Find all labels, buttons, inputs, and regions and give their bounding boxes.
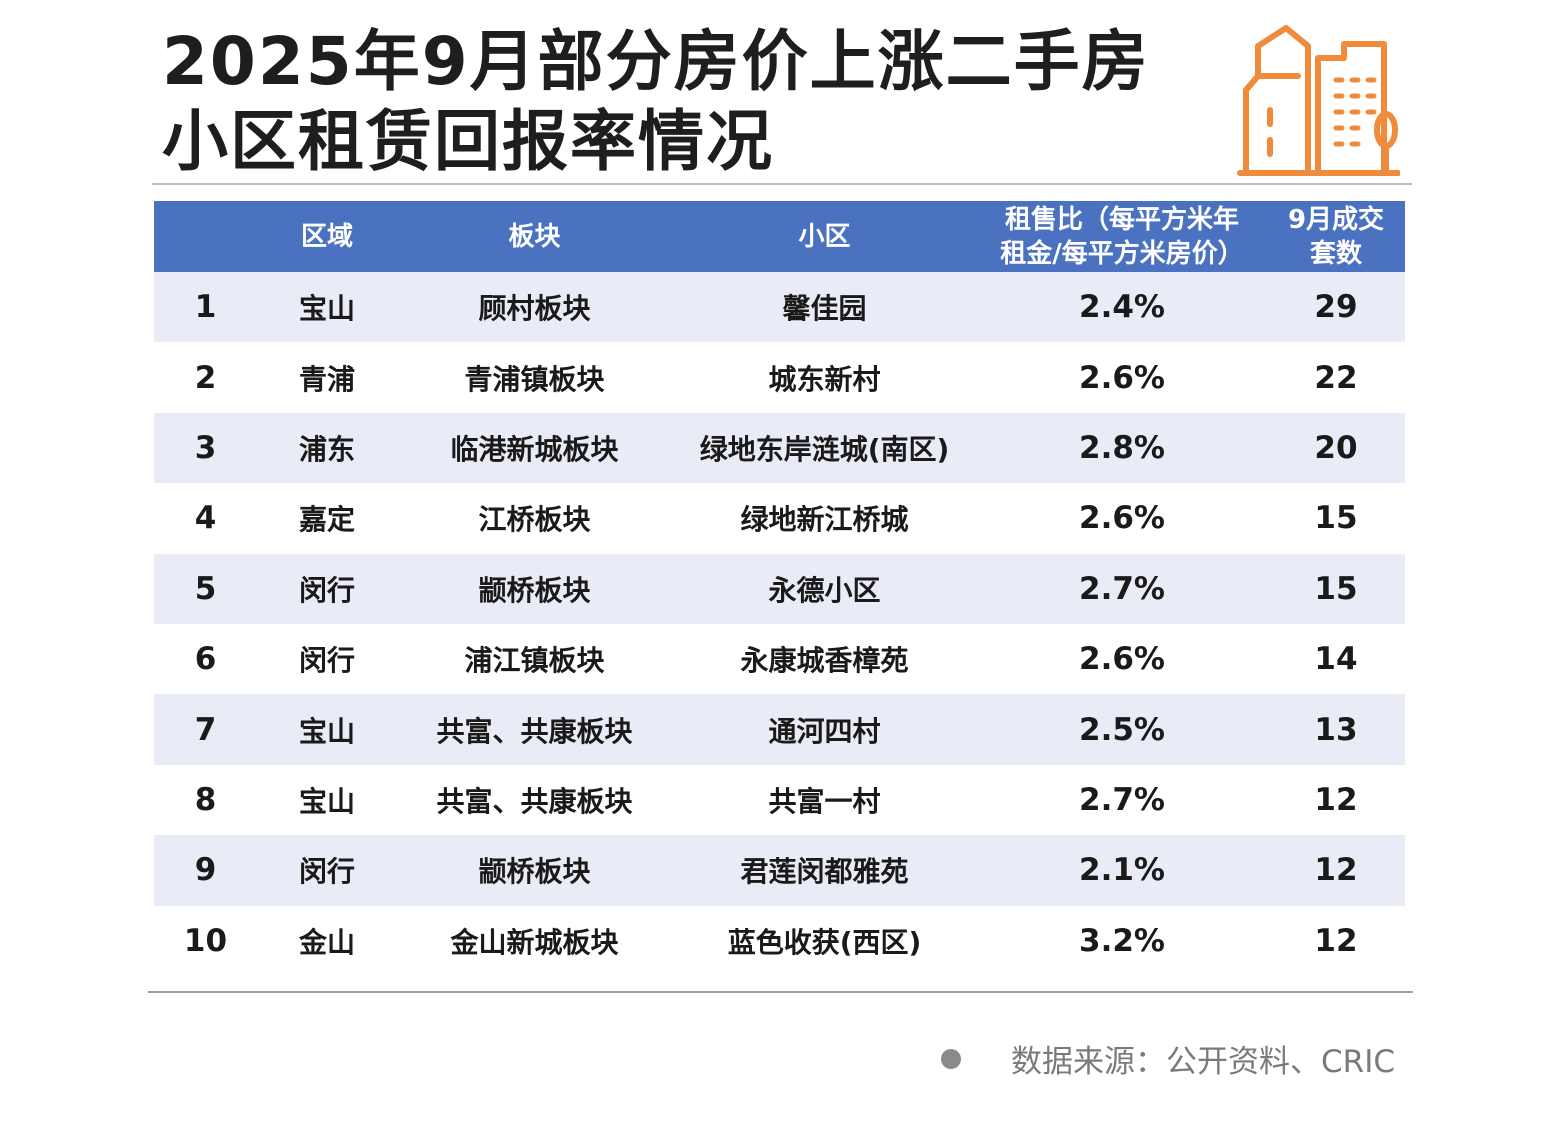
cell-sector: 临港新城板块	[397, 412, 672, 484]
cell-ratio: 2.7%	[977, 764, 1267, 836]
title-line-2: 小区租赁回报率情况	[162, 103, 774, 180]
header-deals-line-1: 9月成交	[1287, 204, 1385, 235]
header-rank	[154, 201, 257, 272]
cell-deals: 13	[1267, 694, 1405, 765]
cell-district: 闵行	[257, 623, 397, 695]
cell-community: 通河四村	[672, 694, 977, 765]
cell-rank: 3	[154, 412, 257, 484]
header-ratio: 租售比（每平方米年 租金/每平方米房价）	[977, 201, 1267, 272]
table-row: 3 浦东 临港新城板块 绿地东岸涟城(南区) 2.8% 20	[154, 412, 1405, 484]
cell-ratio: 2.5%	[977, 694, 1267, 765]
bottom-divider	[148, 991, 1413, 993]
cell-ratio: 2.1%	[977, 835, 1267, 906]
header-deals: 9月成交 套数	[1267, 201, 1405, 272]
cell-rank: 5	[154, 553, 257, 624]
cell-deals: 12	[1267, 764, 1405, 836]
cell-deals: 20	[1267, 412, 1405, 484]
cell-ratio: 3.2%	[977, 905, 1267, 976]
cell-ratio: 2.7%	[977, 553, 1267, 624]
cell-district: 宝山	[257, 272, 397, 343]
bullet-dot-icon	[941, 1048, 962, 1069]
table-header-row: 区域 板块 小区 租售比（每平方米年 租金/每平方米房价） 9月成交 套数	[154, 201, 1405, 272]
cell-rank: 4	[154, 483, 257, 554]
cell-sector: 颛桥板块	[397, 553, 672, 624]
header-ratio-line-2: 租金/每平方米房价）	[1000, 238, 1244, 269]
cell-deals: 12	[1267, 835, 1405, 906]
cell-sector: 共富、共康板块	[397, 694, 672, 765]
cell-sector: 顾村板块	[397, 272, 672, 343]
table-row: 2 青浦 青浦镇板块 城东新村 2.6% 22	[154, 342, 1405, 413]
cell-rank: 8	[154, 764, 257, 836]
cell-district: 宝山	[257, 764, 397, 836]
cell-sector: 共富、共康板块	[397, 764, 672, 836]
cell-deals: 12	[1267, 905, 1405, 976]
source-note: 数据来源：公开资料、CRIC	[941, 1036, 1395, 1081]
cell-deals: 14	[1267, 623, 1405, 695]
cell-sector: 江桥板块	[397, 483, 672, 554]
cell-rank: 7	[154, 694, 257, 765]
cell-community: 永德小区	[672, 553, 977, 624]
building-icon	[1237, 25, 1400, 176]
cell-ratio: 2.6%	[977, 623, 1267, 695]
cell-deals: 15	[1267, 483, 1405, 554]
cell-ratio: 2.6%	[977, 483, 1267, 554]
cell-rank: 9	[154, 835, 257, 906]
cell-district: 嘉定	[257, 483, 397, 554]
cell-district: 闵行	[257, 835, 397, 906]
header-deals-line-2: 套数	[1309, 238, 1362, 269]
cell-community: 蓝色收获(西区)	[672, 905, 977, 976]
cell-deals: 29	[1267, 272, 1405, 343]
cell-district: 宝山	[257, 694, 397, 765]
cell-district: 金山	[257, 905, 397, 976]
cell-community: 绿地新江桥城	[672, 483, 977, 554]
table-row: 8 宝山 共富、共康板块 共富一村 2.7% 12	[154, 764, 1405, 836]
table-row: 1 宝山 顾村板块 馨佳园 2.4% 29	[154, 272, 1405, 343]
page-title: 2025年9月部分房价上涨二手房 小区租赁回报率情况	[162, 22, 1222, 182]
table-row: 4 嘉定 江桥板块 绿地新江桥城 2.6% 15	[154, 483, 1405, 554]
cell-sector: 颛桥板块	[397, 835, 672, 906]
table-row: 7 宝山 共富、共康板块 通河四村 2.5% 13	[154, 694, 1405, 765]
cell-ratio: 2.4%	[977, 272, 1267, 343]
title-line-1: 2025年9月部分房价上涨二手房	[162, 23, 1150, 100]
cell-community: 永康城香樟苑	[672, 623, 977, 695]
header-district: 区域	[257, 201, 397, 272]
cell-district: 青浦	[257, 342, 397, 413]
cell-community: 城东新村	[672, 342, 977, 413]
cell-rank: 10	[154, 905, 257, 976]
cell-rank: 6	[154, 623, 257, 695]
header-sector: 板块	[397, 201, 672, 272]
table-row: 5 闵行 颛桥板块 永德小区 2.7% 15	[154, 553, 1405, 624]
cell-deals: 22	[1267, 342, 1405, 413]
cell-ratio: 2.8%	[977, 412, 1267, 484]
source-text: 数据来源：公开资料、CRIC	[1011, 1044, 1395, 1080]
rental-yield-table: 区域 板块 小区 租售比（每平方米年 租金/每平方米房价） 9月成交 套数 1 …	[154, 201, 1405, 976]
cell-ratio: 2.6%	[977, 342, 1267, 413]
table-row: 6 闵行 浦江镇板块 永康城香樟苑 2.6% 14	[154, 623, 1405, 695]
cell-community: 共富一村	[672, 764, 977, 836]
top-divider	[152, 183, 1412, 185]
table-row: 9 闵行 颛桥板块 君莲闵都雅苑 2.1% 12	[154, 835, 1405, 906]
header-community: 小区	[672, 201, 977, 272]
cell-deals: 15	[1267, 553, 1405, 624]
cell-community: 馨佳园	[672, 272, 977, 343]
table-row: 10 金山 金山新城板块 蓝色收获(西区) 3.2% 12	[154, 905, 1405, 976]
cell-district: 闵行	[257, 553, 397, 624]
cell-sector: 青浦镇板块	[397, 342, 672, 413]
cell-community: 绿地东岸涟城(南区)	[672, 412, 977, 484]
cell-community: 君莲闵都雅苑	[672, 835, 977, 906]
cell-district: 浦东	[257, 412, 397, 484]
cell-sector: 金山新城板块	[397, 905, 672, 976]
cell-rank: 1	[154, 272, 257, 343]
cell-sector: 浦江镇板块	[397, 623, 672, 695]
header-ratio-line-1: 租售比（每平方米年	[1004, 204, 1239, 235]
cell-rank: 2	[154, 342, 257, 413]
